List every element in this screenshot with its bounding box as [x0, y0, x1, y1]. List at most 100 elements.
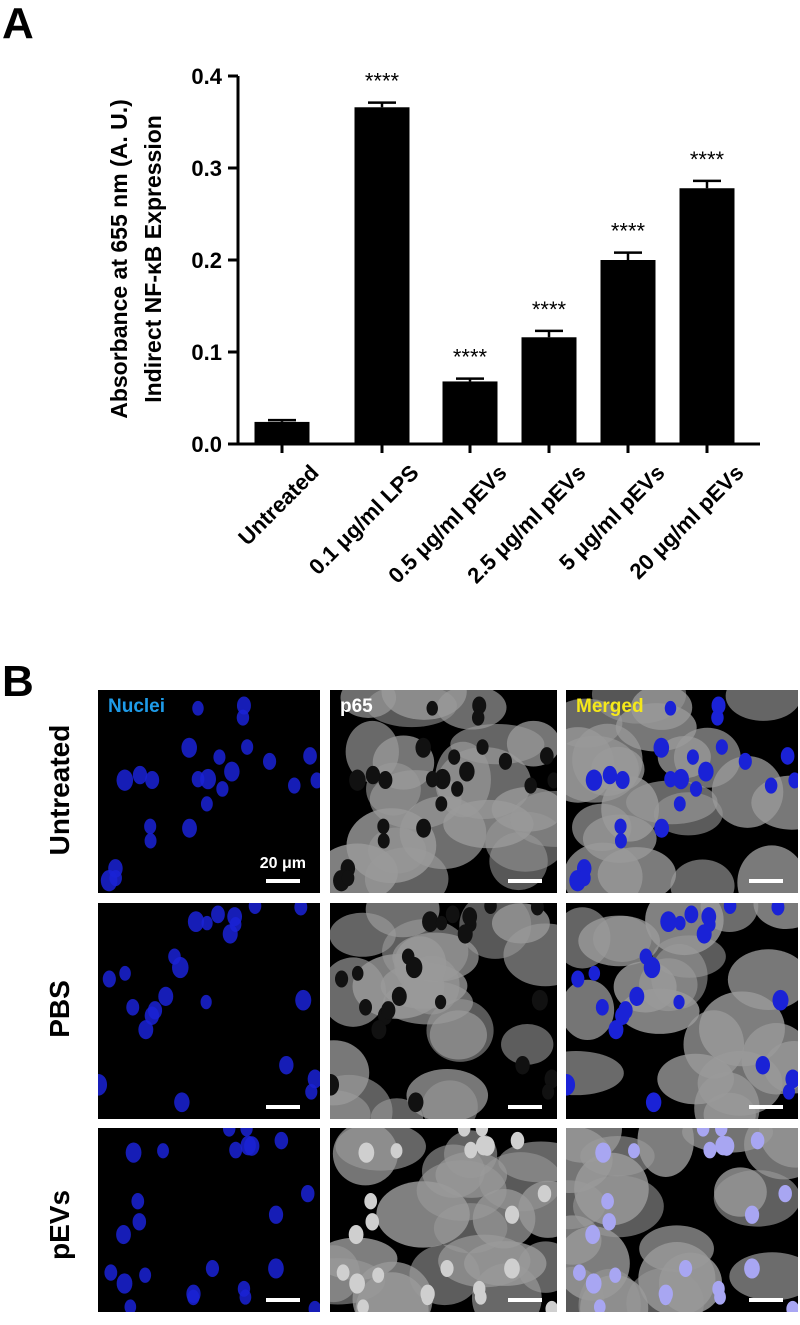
channel-label: p65: [340, 696, 373, 717]
nucleus: [703, 1141, 717, 1159]
cytoplasm-blob: [566, 979, 615, 1041]
nucleus: [158, 986, 174, 1007]
nucleus: [227, 907, 243, 927]
nucleus: [147, 1001, 163, 1020]
nucleus: [473, 1280, 486, 1297]
y-axis-label-group: Absorbance at 655 nm (A. U.) Indirect NF…: [106, 99, 166, 419]
nucleus: [310, 772, 320, 789]
nucleus: [102, 970, 116, 988]
nucleus: [595, 1142, 612, 1163]
nucleus: [348, 1225, 364, 1245]
nucleus: [132, 1213, 147, 1231]
nucleus: [684, 905, 699, 924]
nucleus: [715, 1128, 728, 1137]
nucleus: [205, 1260, 220, 1277]
nucleus: [504, 1205, 520, 1224]
row-label: pEVs: [44, 1189, 75, 1261]
nucleus: [98, 1074, 108, 1096]
nucleus: [421, 1289, 434, 1306]
significance-label: ****: [365, 69, 400, 94]
nucleus: [515, 1055, 530, 1075]
panel-a-letter: A: [2, 0, 34, 48]
chart-bars: [254, 101, 735, 444]
nucleus: [440, 1260, 454, 1277]
nucleus: [629, 986, 645, 1007]
nucleus: [712, 1280, 725, 1297]
nucleus: [119, 965, 131, 981]
nucleus: [372, 1267, 385, 1283]
nucleus: [116, 1273, 133, 1294]
nucleus: [104, 1264, 118, 1281]
cell-image: [104, 1128, 320, 1312]
nucleus: [479, 1136, 495, 1156]
nucleus: [588, 965, 601, 981]
cell-image: [566, 903, 798, 1119]
nucleus: [445, 905, 460, 924]
y-tick-label: 0.4: [191, 64, 222, 89]
cell-image: [330, 1128, 557, 1312]
cytoplasm-blob: [489, 832, 548, 891]
nucleus: [124, 1299, 137, 1312]
nucleus: [144, 818, 157, 835]
nucleus: [664, 771, 677, 788]
nucleus: [213, 749, 226, 765]
significance-label: ****: [532, 297, 567, 322]
nucleus: [673, 796, 686, 812]
nucleus: [530, 903, 544, 916]
bar: [354, 107, 410, 444]
nucleus: [187, 1289, 200, 1306]
nucleus: [435, 915, 448, 931]
nucleus: [673, 994, 685, 1010]
y-tick-label: 0.3: [191, 156, 222, 181]
cytoplasm-blob: [366, 690, 457, 728]
nucleus: [628, 1143, 640, 1159]
cell-image: [330, 690, 557, 893]
bar: [600, 260, 656, 444]
nucleus: [200, 768, 217, 790]
nucleus: [211, 905, 225, 924]
cytoplasm-blob: [630, 690, 693, 730]
nucleus: [457, 924, 473, 944]
nucleus: [201, 915, 213, 931]
nucleus: [653, 737, 670, 758]
scale-bar: [508, 1105, 542, 1109]
y-axis-label-line2: Indirect NF-κB Expression: [140, 115, 166, 403]
nucleus: [371, 1020, 387, 1040]
scale-bar: [266, 1105, 300, 1109]
nucleus: [615, 770, 630, 789]
significance-label: ****: [611, 219, 646, 244]
nucleus: [262, 752, 277, 770]
nucleus: [335, 970, 349, 988]
bar: [254, 421, 310, 444]
microscopy-image: [566, 903, 798, 1119]
cell-image: [100, 696, 320, 892]
nucleus: [378, 770, 393, 789]
nucleus: [618, 1001, 633, 1020]
chart-axes: [228, 74, 760, 453]
microscopy-grid: 20 μm Nuclei p65 Merged: [98, 690, 798, 1312]
nucleus: [365, 765, 381, 785]
nucleus: [715, 739, 728, 755]
nucleus: [614, 833, 627, 849]
nucleus: [145, 770, 160, 789]
nucleus: [237, 1280, 251, 1297]
nucleus: [341, 869, 355, 887]
nucleus: [578, 869, 591, 887]
nucleus: [288, 777, 301, 794]
nucleus: [571, 970, 585, 988]
scale-bar: [508, 1298, 542, 1302]
scale-bar: [266, 1298, 300, 1302]
cytoplasm-blob: [714, 1167, 767, 1217]
nucleus: [365, 1213, 380, 1231]
nucleus: [537, 1184, 552, 1203]
nucleus: [664, 700, 677, 716]
microscopy-image: [566, 1128, 798, 1312]
nucleus: [462, 907, 478, 927]
nucleus: [377, 818, 390, 835]
nucleus: [643, 956, 661, 979]
channel-label: Merged: [576, 696, 644, 717]
nucleus: [191, 771, 205, 788]
nucleus: [645, 1092, 662, 1113]
microscopy-image: [330, 1128, 557, 1312]
scale-bar: [749, 1105, 783, 1109]
